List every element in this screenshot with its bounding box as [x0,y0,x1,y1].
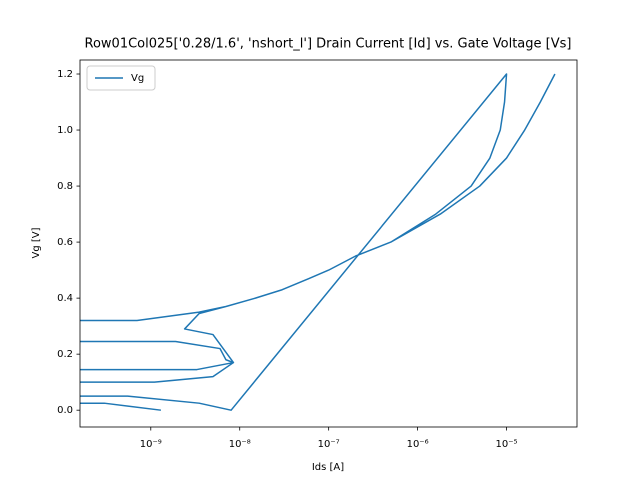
y-tick-label: 0.8 [57,181,73,192]
data-line [80,73,556,411]
axes-frame [79,59,578,428]
x-tick-label: 10⁻⁷ [318,439,340,450]
y-tick-label: 0.0 [57,405,73,416]
x-tick-label: 10⁻⁵ [496,439,518,450]
x-tick-label: 10⁻⁶ [407,439,429,450]
y-axis-label: Vg [V] [31,227,42,258]
chart-title: Row01Col025['0.28/1.6', 'nshort_l'] Drai… [85,37,572,52]
legend-label: Vg [131,73,144,84]
y-tick-label: 1.2 [57,69,73,80]
y-tick-label: 1.0 [57,125,73,136]
y-tick-label: 0.6 [57,237,73,248]
y-tick-label: 0.4 [57,293,73,304]
x-tick-label: 10⁻⁸ [229,439,251,450]
y-tick-label: 0.2 [57,349,73,360]
x-axis-label: Ids [A] [312,462,344,473]
x-tick-label: 10⁻⁹ [140,439,162,450]
